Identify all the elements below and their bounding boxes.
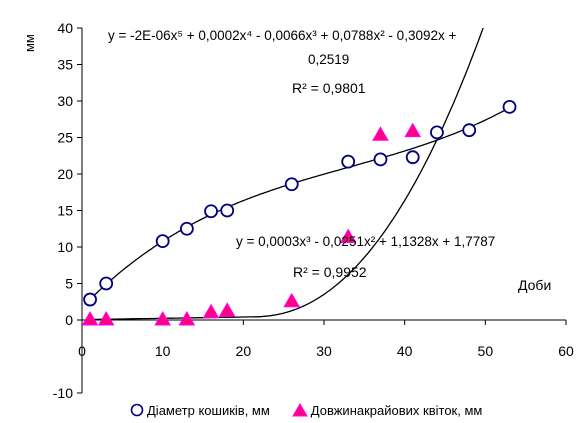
data-point-diameter — [83, 292, 97, 307]
data-point-length — [283, 292, 301, 308]
data-point-diameter — [284, 177, 299, 192]
data-point-diameter — [462, 123, 477, 138]
data-points — [81, 99, 517, 326]
x-axis-label: Доби — [518, 277, 551, 293]
data-point-length — [339, 228, 357, 244]
y-tick-label: 20 — [57, 166, 73, 182]
x-axis-ticks: 0 10 20 30 40 50 60 — [78, 320, 574, 359]
y-tick-label: 10 — [57, 239, 73, 255]
data-point-diameter — [373, 152, 388, 167]
data-point-diameter — [99, 276, 114, 291]
x-tick-label: 20 — [236, 343, 252, 359]
trendline-1-equation-line-1: y = -2E-06x⁵ + 0,0002x⁴ - 0,0066x³ + 0,0… — [108, 28, 456, 43]
data-point-diameter — [179, 221, 194, 236]
y-tick-label: 25 — [57, 130, 73, 146]
triangle-marker-icon — [291, 403, 308, 417]
legend-item-diameter[interactable]: Діаметр кошиків, мм — [130, 403, 270, 418]
data-point-diameter — [502, 99, 517, 114]
data-point-length — [97, 310, 115, 326]
data-point-diameter — [155, 234, 170, 249]
trendline-1-equation-line-2: 0,2519 — [308, 52, 349, 67]
data-point-diameter — [220, 203, 235, 218]
data-point-length — [404, 122, 422, 138]
y-tick-label: 15 — [57, 203, 73, 219]
trendline-2-r2: R² = 0,9952 — [293, 264, 367, 280]
data-point-diameter — [204, 204, 218, 219]
circle-marker-icon — [130, 403, 144, 417]
y-tick-label: 35 — [57, 57, 73, 73]
x-tick-label: 50 — [478, 343, 494, 359]
x-tick-label: 30 — [316, 343, 332, 359]
y-tick-label: 30 — [57, 93, 73, 109]
data-point-length — [154, 310, 172, 326]
data-point-length — [178, 310, 196, 326]
data-point-diameter — [405, 150, 420, 165]
trendline-1-r2: R² = 0,9801 — [292, 80, 366, 96]
data-point-diameter — [430, 125, 444, 140]
x-tick-label: 0 — [78, 343, 86, 359]
x-tick-label: 40 — [397, 343, 413, 359]
y-axis-ticks: -10 0 5 10 15 20 25 30 35 40 — [53, 20, 82, 401]
y-tick-label: 0 — [65, 312, 73, 328]
y-axis-label: мм — [22, 34, 37, 52]
legend: Діаметр кошиків, мм Довжинакрайових квіт… — [130, 401, 504, 419]
legend-label: Діаметр кошиків, мм — [147, 402, 270, 418]
data-point-length — [202, 303, 220, 319]
y-tick-label: 5 — [65, 276, 73, 292]
x-tick-label: 10 — [155, 343, 171, 359]
y-tick-label: 40 — [57, 20, 73, 36]
data-point-diameter — [341, 154, 356, 169]
trendline-2-equation: y = 0,0003x³ - 0,0251x² + 1,1328x + 1,77… — [236, 234, 495, 249]
legend-item-length[interactable]: Довжинакрайових квіток, мм — [291, 402, 483, 418]
x-tick-label: 60 — [558, 343, 574, 359]
data-point-length — [81, 310, 99, 326]
data-point-length — [372, 126, 389, 141]
y-tick-label: -10 — [53, 385, 73, 401]
legend-label: Довжинакрайових квіток, мм — [310, 402, 483, 418]
data-point-length — [218, 302, 236, 317]
